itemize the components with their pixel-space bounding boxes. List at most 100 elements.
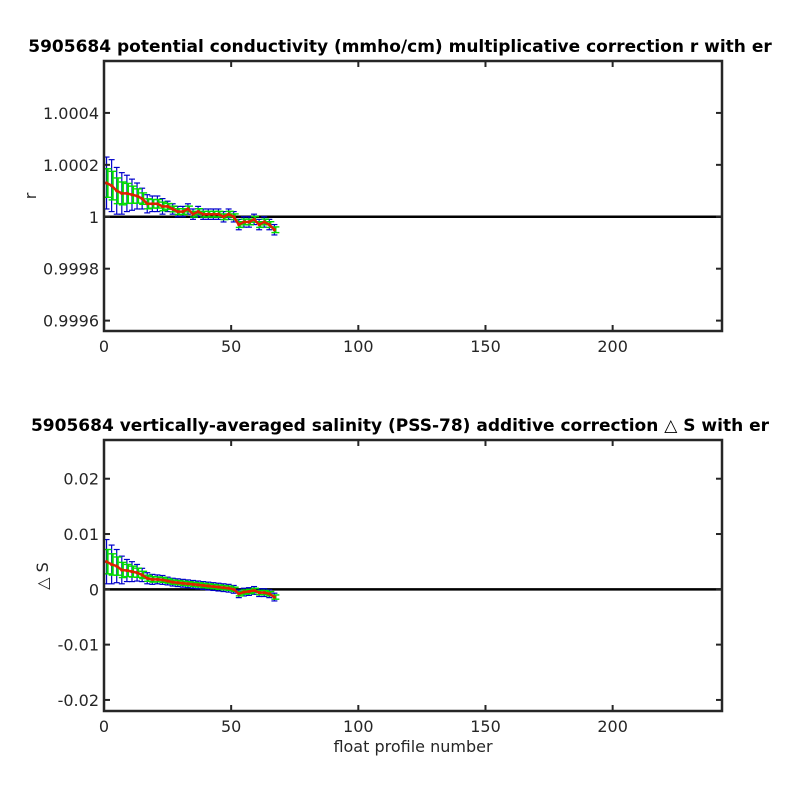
y-tick-label: 1.0004 <box>43 104 99 123</box>
x-tick-label: 100 <box>343 337 374 356</box>
data-point <box>267 592 271 596</box>
data-point <box>252 588 256 593</box>
axes-2: 0 50 100 150 200 -0.02 -0.01 0 0.01 0.02 <box>58 440 722 736</box>
data-point <box>216 212 221 216</box>
y-tick-label: -0.02 <box>58 691 99 710</box>
data-point <box>196 583 200 587</box>
data-point <box>227 586 231 590</box>
data-point <box>181 209 185 214</box>
data-point <box>155 577 160 581</box>
data-point <box>135 571 139 575</box>
data-point <box>201 583 205 588</box>
data-point <box>227 212 231 216</box>
data-point <box>272 595 276 599</box>
axes-1: 0 50 100 150 200 0.9996 0.9998 1 1.0002 1.0004 <box>43 61 722 356</box>
data-point <box>140 196 144 201</box>
data-point <box>211 212 215 216</box>
y-tick-label: 0 <box>89 580 99 599</box>
x-tick-label: 0 <box>99 717 109 736</box>
data-point <box>130 193 134 197</box>
data-point <box>206 212 210 216</box>
data-point <box>257 591 261 595</box>
data-point <box>171 207 175 211</box>
data-point <box>140 573 144 577</box>
data-point <box>242 590 246 594</box>
data-point <box>145 576 149 580</box>
data-point <box>242 220 246 224</box>
data-point <box>247 220 251 224</box>
plot-frame-1 <box>102 59 724 333</box>
y-tick-label: 0.9996 <box>43 312 99 331</box>
data-point <box>191 582 195 586</box>
data-point <box>104 181 109 185</box>
data-point <box>145 202 149 206</box>
data-point <box>267 222 271 227</box>
data-point <box>110 184 114 188</box>
y-tick-label: 0.02 <box>63 470 99 489</box>
y-axis-label-1: r <box>21 192 40 199</box>
chart-title-1: 5905684 potential conductivity (mmho/cm)… <box>28 37 772 57</box>
series-line <box>105 560 276 599</box>
y-tick-label: 0.01 <box>63 525 99 544</box>
data-point <box>247 589 251 594</box>
data-point <box>216 585 221 589</box>
data-point <box>186 207 190 211</box>
data-point <box>262 220 266 224</box>
data-point <box>196 209 200 214</box>
data-point <box>221 215 226 219</box>
data-point <box>160 578 165 582</box>
x-tick-label: 0 <box>99 337 109 356</box>
data-point <box>237 222 241 227</box>
data-point <box>130 570 134 574</box>
data-point <box>176 209 180 214</box>
x-tick-label: 50 <box>221 717 241 736</box>
data-point <box>252 217 256 221</box>
data-point <box>115 564 119 568</box>
x-tick-label: 50 <box>221 337 241 356</box>
data-point <box>171 580 175 584</box>
data-point <box>232 587 236 591</box>
data-point <box>272 228 276 232</box>
data-point <box>211 584 215 589</box>
data-point <box>104 560 109 564</box>
panel-conductivity-correction: 5905684 potential conductivity (mmho/cm)… <box>21 37 772 356</box>
data-point <box>160 204 165 208</box>
data-point <box>257 222 261 227</box>
data-point <box>186 582 190 586</box>
data-point <box>155 202 160 206</box>
data-point <box>232 215 236 219</box>
x-axis-label-2: float profile number <box>333 737 493 756</box>
chart-marks-1 <box>103 156 722 236</box>
x-tick-label: 200 <box>597 717 628 736</box>
y-tick-label: 1 <box>89 208 99 227</box>
data-point <box>110 562 114 567</box>
y-tick-label: 1.0002 <box>43 156 99 175</box>
data-point <box>181 581 185 585</box>
data-point <box>165 204 170 208</box>
data-point <box>125 191 129 196</box>
plot-frame-2 <box>102 438 724 713</box>
y-tick-label: 0.9998 <box>43 260 99 279</box>
y-axis-label-2: △ S <box>33 562 52 590</box>
data-point <box>221 586 226 590</box>
data-point <box>125 568 129 573</box>
panel-salinity-correction: 5905684 vertically-averaged salinity (PS… <box>31 416 770 756</box>
plot-area-2 <box>104 440 722 711</box>
x-tick-label: 150 <box>470 717 501 736</box>
data-point <box>165 579 170 583</box>
data-point <box>237 592 241 596</box>
series-line <box>105 181 276 231</box>
data-point <box>176 581 180 585</box>
data-point <box>120 191 124 196</box>
data-point <box>262 591 266 595</box>
data-point <box>191 212 195 216</box>
x-tick-label: 200 <box>597 337 628 356</box>
chart-title-2: 5905684 vertically-averaged salinity (PS… <box>31 416 770 436</box>
data-point <box>150 202 154 206</box>
data-point <box>135 194 139 198</box>
x-tick-label: 150 <box>470 337 501 356</box>
x-tick-label: 100 <box>343 717 374 736</box>
chart-marks-2 <box>103 538 722 602</box>
y-tick-label: -0.01 <box>58 636 99 655</box>
